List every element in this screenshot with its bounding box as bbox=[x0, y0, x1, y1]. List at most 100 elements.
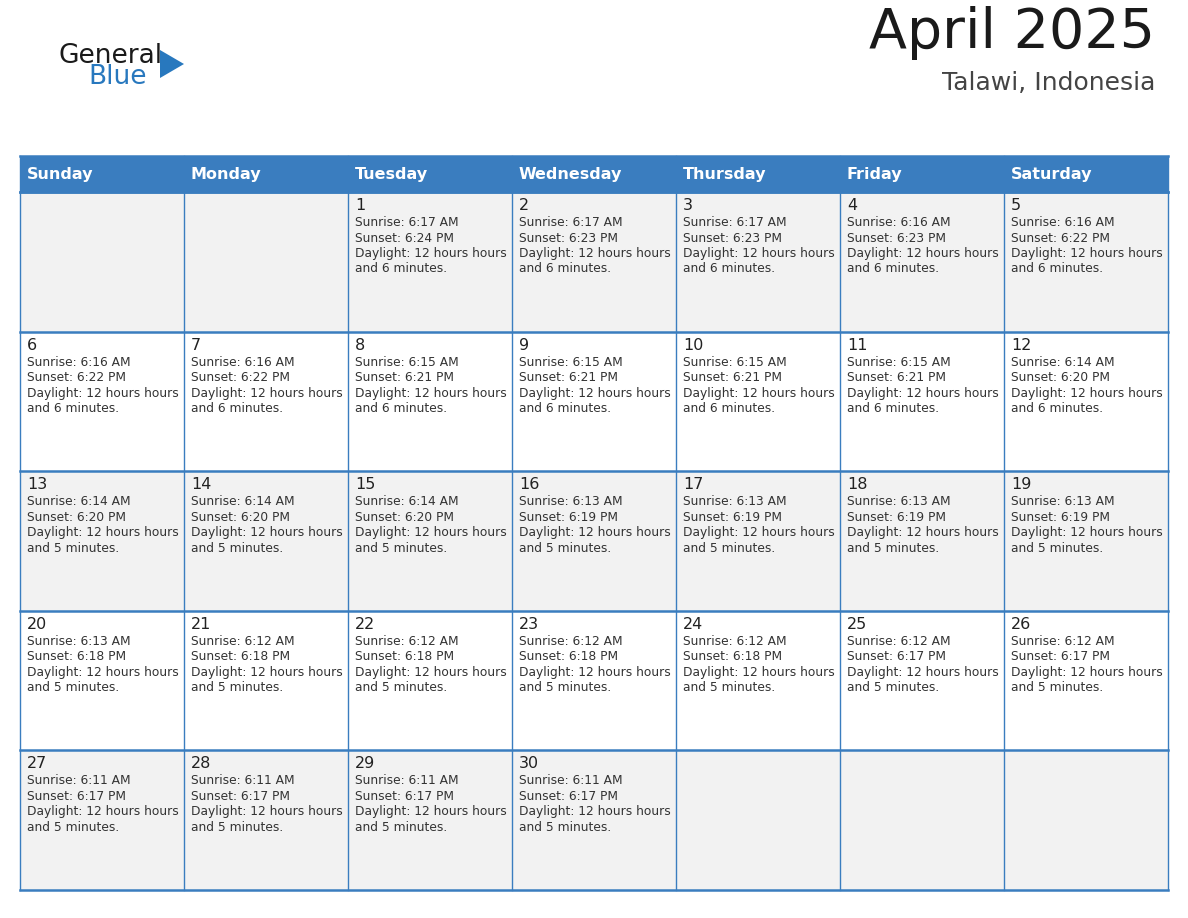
Text: 17: 17 bbox=[683, 477, 703, 492]
Text: Sunrise: 6:14 AM: Sunrise: 6:14 AM bbox=[191, 495, 295, 509]
Text: Sunset: 6:20 PM: Sunset: 6:20 PM bbox=[27, 510, 126, 523]
Text: Monday: Monday bbox=[191, 166, 261, 182]
Text: 6: 6 bbox=[27, 338, 37, 353]
Text: Daylight: 12 hours hours: Daylight: 12 hours hours bbox=[1011, 666, 1163, 678]
Text: Sunset: 6:20 PM: Sunset: 6:20 PM bbox=[355, 510, 454, 523]
Text: Daylight: 12 hours hours: Daylight: 12 hours hours bbox=[27, 805, 178, 819]
Text: 2: 2 bbox=[519, 198, 529, 213]
Text: Daylight: 12 hours hours: Daylight: 12 hours hours bbox=[27, 526, 178, 539]
Text: Talawi, Indonesia: Talawi, Indonesia bbox=[942, 71, 1155, 95]
Text: Sunrise: 6:13 AM: Sunrise: 6:13 AM bbox=[1011, 495, 1114, 509]
Text: Sunset: 6:17 PM: Sunset: 6:17 PM bbox=[1011, 650, 1110, 664]
Text: Daylight: 12 hours hours: Daylight: 12 hours hours bbox=[683, 666, 835, 678]
Text: Sunset: 6:17 PM: Sunset: 6:17 PM bbox=[27, 789, 126, 803]
Text: Tuesday: Tuesday bbox=[355, 166, 428, 182]
Text: and 5 minutes.: and 5 minutes. bbox=[519, 821, 612, 834]
Text: 30: 30 bbox=[519, 756, 539, 771]
Text: Sunrise: 6:15 AM: Sunrise: 6:15 AM bbox=[847, 355, 950, 369]
Text: 23: 23 bbox=[519, 617, 539, 632]
Text: Sunset: 6:18 PM: Sunset: 6:18 PM bbox=[683, 650, 782, 664]
Text: 15: 15 bbox=[355, 477, 375, 492]
Text: Daylight: 12 hours hours: Daylight: 12 hours hours bbox=[355, 666, 507, 678]
Text: Sunset: 6:21 PM: Sunset: 6:21 PM bbox=[355, 371, 454, 384]
Text: Sunrise: 6:16 AM: Sunrise: 6:16 AM bbox=[1011, 216, 1114, 229]
Text: Daylight: 12 hours hours: Daylight: 12 hours hours bbox=[191, 526, 343, 539]
Text: 3: 3 bbox=[683, 198, 693, 213]
Text: Sunset: 6:20 PM: Sunset: 6:20 PM bbox=[191, 510, 290, 523]
Text: Sunset: 6:20 PM: Sunset: 6:20 PM bbox=[1011, 371, 1110, 384]
Bar bbox=[20, 750, 1168, 890]
Text: 12: 12 bbox=[1011, 338, 1031, 353]
Text: Daylight: 12 hours hours: Daylight: 12 hours hours bbox=[191, 805, 343, 819]
Text: and 5 minutes.: and 5 minutes. bbox=[519, 542, 612, 554]
Text: and 6 minutes.: and 6 minutes. bbox=[519, 263, 611, 275]
Text: Sunset: 6:19 PM: Sunset: 6:19 PM bbox=[519, 510, 618, 523]
Text: Friday: Friday bbox=[847, 166, 903, 182]
Text: Sunrise: 6:14 AM: Sunrise: 6:14 AM bbox=[1011, 355, 1114, 369]
Text: and 5 minutes.: and 5 minutes. bbox=[355, 681, 447, 694]
Bar bbox=[20, 471, 1168, 610]
Text: Sunrise: 6:14 AM: Sunrise: 6:14 AM bbox=[355, 495, 459, 509]
Text: Daylight: 12 hours hours: Daylight: 12 hours hours bbox=[27, 386, 178, 399]
Text: 27: 27 bbox=[27, 756, 48, 771]
Text: and 5 minutes.: and 5 minutes. bbox=[1011, 681, 1104, 694]
Text: Sunset: 6:22 PM: Sunset: 6:22 PM bbox=[191, 371, 290, 384]
Text: Daylight: 12 hours hours: Daylight: 12 hours hours bbox=[519, 805, 671, 819]
Text: and 6 minutes.: and 6 minutes. bbox=[847, 263, 940, 275]
Text: Daylight: 12 hours hours: Daylight: 12 hours hours bbox=[1011, 247, 1163, 260]
Text: Sunset: 6:18 PM: Sunset: 6:18 PM bbox=[27, 650, 126, 664]
Text: Sunrise: 6:11 AM: Sunrise: 6:11 AM bbox=[519, 775, 623, 788]
Text: Daylight: 12 hours hours: Daylight: 12 hours hours bbox=[683, 247, 835, 260]
Text: Sunset: 6:22 PM: Sunset: 6:22 PM bbox=[27, 371, 126, 384]
Text: Daylight: 12 hours hours: Daylight: 12 hours hours bbox=[519, 247, 671, 260]
Text: and 6 minutes.: and 6 minutes. bbox=[355, 263, 447, 275]
Text: Sunset: 6:17 PM: Sunset: 6:17 PM bbox=[355, 789, 454, 803]
Text: Daylight: 12 hours hours: Daylight: 12 hours hours bbox=[1011, 526, 1163, 539]
Text: 7: 7 bbox=[191, 338, 201, 353]
Text: Sunrise: 6:16 AM: Sunrise: 6:16 AM bbox=[847, 216, 950, 229]
Text: Sunset: 6:22 PM: Sunset: 6:22 PM bbox=[1011, 231, 1110, 244]
Text: Sunrise: 6:15 AM: Sunrise: 6:15 AM bbox=[683, 355, 786, 369]
Text: Sunset: 6:21 PM: Sunset: 6:21 PM bbox=[847, 371, 946, 384]
Text: 16: 16 bbox=[519, 477, 539, 492]
Text: 22: 22 bbox=[355, 617, 375, 632]
Text: Sunset: 6:23 PM: Sunset: 6:23 PM bbox=[519, 231, 618, 244]
Text: 1: 1 bbox=[355, 198, 365, 213]
Text: and 6 minutes.: and 6 minutes. bbox=[683, 402, 775, 415]
Text: and 5 minutes.: and 5 minutes. bbox=[1011, 542, 1104, 554]
Text: Sunrise: 6:12 AM: Sunrise: 6:12 AM bbox=[847, 635, 950, 648]
Text: Daylight: 12 hours hours: Daylight: 12 hours hours bbox=[355, 805, 507, 819]
Text: Sunset: 6:24 PM: Sunset: 6:24 PM bbox=[355, 231, 454, 244]
Text: Sunrise: 6:11 AM: Sunrise: 6:11 AM bbox=[27, 775, 131, 788]
Text: and 6 minutes.: and 6 minutes. bbox=[519, 402, 611, 415]
Text: Sunrise: 6:13 AM: Sunrise: 6:13 AM bbox=[683, 495, 786, 509]
Text: and 6 minutes.: and 6 minutes. bbox=[355, 402, 447, 415]
Text: and 5 minutes.: and 5 minutes. bbox=[355, 542, 447, 554]
Text: and 5 minutes.: and 5 minutes. bbox=[683, 681, 776, 694]
Text: Sunrise: 6:16 AM: Sunrise: 6:16 AM bbox=[27, 355, 131, 369]
Text: 11: 11 bbox=[847, 338, 867, 353]
Text: Sunrise: 6:11 AM: Sunrise: 6:11 AM bbox=[355, 775, 459, 788]
Text: Daylight: 12 hours hours: Daylight: 12 hours hours bbox=[847, 666, 999, 678]
Text: Daylight: 12 hours hours: Daylight: 12 hours hours bbox=[847, 386, 999, 399]
Text: 21: 21 bbox=[191, 617, 211, 632]
Text: Saturday: Saturday bbox=[1011, 166, 1093, 182]
Text: 14: 14 bbox=[191, 477, 211, 492]
Text: and 6 minutes.: and 6 minutes. bbox=[27, 402, 119, 415]
Text: 29: 29 bbox=[355, 756, 375, 771]
Text: Sunrise: 6:13 AM: Sunrise: 6:13 AM bbox=[519, 495, 623, 509]
Text: Sunrise: 6:15 AM: Sunrise: 6:15 AM bbox=[355, 355, 459, 369]
Text: Daylight: 12 hours hours: Daylight: 12 hours hours bbox=[519, 526, 671, 539]
Text: 5: 5 bbox=[1011, 198, 1022, 213]
Text: Daylight: 12 hours hours: Daylight: 12 hours hours bbox=[519, 386, 671, 399]
Text: and 5 minutes.: and 5 minutes. bbox=[191, 681, 283, 694]
Text: and 5 minutes.: and 5 minutes. bbox=[27, 821, 119, 834]
Text: Sunset: 6:19 PM: Sunset: 6:19 PM bbox=[683, 510, 782, 523]
Text: and 5 minutes.: and 5 minutes. bbox=[27, 542, 119, 554]
Bar bbox=[20, 331, 1168, 471]
Text: Sunset: 6:18 PM: Sunset: 6:18 PM bbox=[191, 650, 290, 664]
Text: Daylight: 12 hours hours: Daylight: 12 hours hours bbox=[191, 666, 343, 678]
Text: 18: 18 bbox=[847, 477, 867, 492]
Text: Sunset: 6:21 PM: Sunset: 6:21 PM bbox=[683, 371, 782, 384]
Text: Sunset: 6:19 PM: Sunset: 6:19 PM bbox=[1011, 510, 1110, 523]
